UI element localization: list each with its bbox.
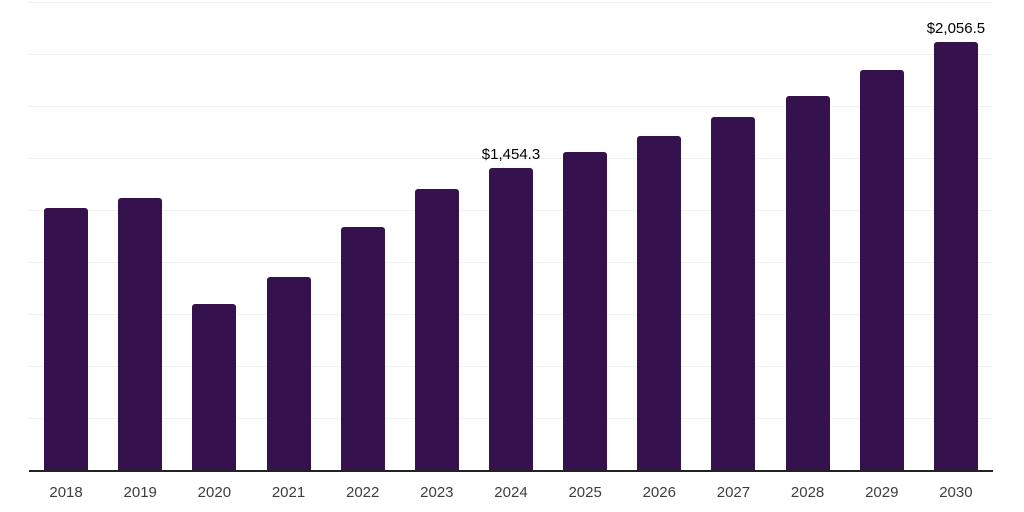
bar-2018 <box>44 208 89 470</box>
x-tick-label-2028: 2028 <box>790 484 825 501</box>
x-tick-label-2022: 2022 <box>345 484 380 501</box>
bar-2020 <box>192 304 237 470</box>
bar-slot <box>177 2 251 470</box>
bar-2023 <box>414 189 459 470</box>
bar-slot <box>400 2 474 470</box>
bar-slot <box>622 2 696 470</box>
bar-slot: $1,454.3 <box>474 2 548 470</box>
bar-2021 <box>266 277 311 470</box>
x-tick-label-2018: 2018 <box>49 484 83 501</box>
x-tick-label-2030: 2030 <box>939 484 973 501</box>
bar-2029 <box>859 70 904 470</box>
bar-slot: $2,056.5 <box>919 2 993 470</box>
plot-area: $1,454.3 $2,056.5 <box>29 2 993 470</box>
x-tick-label-2026: 2026 <box>642 484 676 501</box>
bar-2022 <box>340 226 385 470</box>
bar-slot <box>771 2 845 470</box>
gridline <box>29 54 993 55</box>
gridline <box>29 2 993 3</box>
bar-slot <box>326 2 400 470</box>
bar-value-label-2030: $2,056.5 <box>926 20 986 38</box>
bar-2026 <box>637 135 682 470</box>
x-tick-label-2021: 2021 <box>271 484 306 501</box>
x-tick-label-2020: 2020 <box>197 484 232 501</box>
x-tick-label-2019: 2019 <box>123 484 157 501</box>
x-tick-label-2025: 2025 <box>568 484 602 501</box>
bar-slot <box>251 2 325 470</box>
gridline <box>29 106 993 107</box>
bar-slot <box>29 2 103 470</box>
bar-2024 <box>488 167 533 470</box>
bar-2028 <box>785 95 830 470</box>
x-axis-line <box>29 470 993 472</box>
bar-slot <box>845 2 919 470</box>
bar-2025 <box>563 151 608 470</box>
x-tick-label-2027: 2027 <box>716 484 751 501</box>
bar-2019 <box>118 197 163 470</box>
x-tick-label-2023: 2023 <box>420 484 454 501</box>
bar-slot <box>103 2 177 470</box>
x-axis-labels: 2018 2019 2020 2021 2022 2023 2024 2025 2026 2027… <box>29 484 993 504</box>
gridline <box>29 158 993 159</box>
bar-2027 <box>711 117 756 470</box>
x-tick-label-2029: 2029 <box>865 484 899 501</box>
bar-slot <box>696 2 770 470</box>
bar-slot <box>548 2 622 470</box>
bar-value-label-2024: $1,454.3 <box>481 145 541 163</box>
x-tick-label-2024: 2024 <box>494 484 528 501</box>
bar-2030 <box>933 42 978 470</box>
